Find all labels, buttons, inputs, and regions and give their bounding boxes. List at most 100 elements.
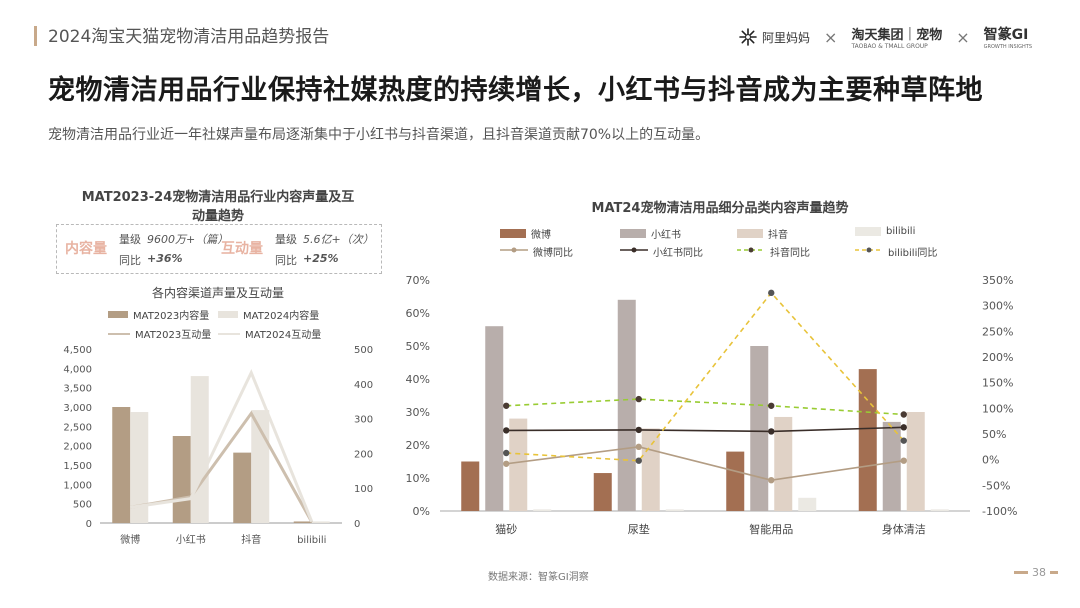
content-yoy-label: 同比: [119, 254, 141, 267]
legend-label: MAT2023互动量: [135, 330, 212, 341]
point-douyin-yoy: [900, 411, 907, 418]
point-weibo-yoy: [900, 457, 907, 464]
bar-xiaohongshu: [750, 346, 769, 511]
right-chart-left-y-tick: 30%: [406, 406, 430, 419]
legend-item-xiaohongshu: 小红书: [620, 226, 681, 241]
bar-weibo: [858, 369, 877, 511]
legend-swatch: [855, 227, 881, 236]
right-y-tick-label: 300: [354, 415, 373, 426]
bar-douyin: [641, 428, 660, 511]
right-chart-right-y-tick: 100%: [982, 402, 1013, 415]
content-yoy-value: +36%: [147, 252, 183, 265]
page-number-value: 38: [1032, 566, 1046, 579]
legend-item-mat2023-content: MAT2023内容量: [108, 307, 209, 322]
right-chart-left-y-tick: 70%: [406, 274, 430, 287]
interact-yoy-value: +25%: [303, 252, 339, 265]
bar-bilibili: [798, 497, 817, 511]
left-x-tick-label: bilibili: [297, 535, 326, 546]
content-level-label: 量级: [119, 233, 141, 246]
taotian-logo: 淘天集团 | 宠物 TAOBAO & TMALL GROUP: [851, 24, 942, 50]
right-x-tick-label: 猫砂: [495, 523, 517, 536]
top-bar: 2024淘宝天猫宠物清洁用品趋势报告 阿里妈妈 × 淘天集团 | 宠物 TAOB…: [0, 0, 1080, 60]
right-chart-right-y-tick: -50%: [982, 479, 1010, 492]
logo-separator-1: ×: [824, 27, 838, 47]
left-y-tick-label: 500: [73, 500, 92, 511]
interaction-volume-key: 互动量: [221, 241, 263, 257]
legend-label-bilibili-yoy: bilibili同比: [888, 248, 938, 259]
zhimeng-logo-subtext: GROWTH INSIGHTS: [983, 44, 1032, 50]
legend-label: MAT2023内容量: [133, 311, 210, 322]
right-chart-title: MAT24宠物清洁用品细分品类内容声量趋势: [591, 201, 849, 216]
point-xiaohongshu-yoy: [635, 426, 642, 434]
right-chart-right-y-tick: 250%: [982, 325, 1013, 338]
asterisk-logo-icon: [739, 28, 757, 46]
legend-item-mat2023-interaction: MAT2023互动量: [108, 326, 211, 341]
left-y-tick-label: 3,500: [63, 384, 92, 395]
legend-item-bilibili: bilibili: [855, 226, 915, 237]
legend-swatch: [108, 332, 130, 335]
legend-label: MAT2024互动量: [245, 330, 322, 341]
left-chart-title-line1: MAT2023-24宠物清洁用品行业内容声量及互: [81, 190, 355, 205]
line-xiaohongshu-yoy: [506, 426, 904, 433]
taotian-logo-divider: |: [907, 26, 913, 41]
bar-douyin: [774, 416, 793, 511]
right-y-tick-label: 100: [354, 484, 373, 495]
bar-bilibili: [665, 509, 684, 511]
bar-weibo: [593, 473, 612, 511]
legend-swatch: [218, 332, 240, 335]
line-bilibili-yoy: [506, 291, 905, 462]
bar-xiaohongshu: [882, 421, 901, 511]
left-y-tick-label: 3,000: [63, 403, 92, 414]
page-number-dash-right: [1050, 571, 1058, 574]
title-accent-bar: [34, 26, 37, 46]
right-chart-right-y-tick: 350%: [982, 274, 1013, 287]
legend-swatch: [620, 229, 646, 238]
legend-label: bilibili: [886, 226, 916, 237]
right-chart-left-y-tick: 60%: [406, 307, 430, 320]
left-y-tick-label: 1,500: [63, 461, 92, 472]
bar-mat2023-content: [233, 452, 252, 523]
taotian-logo-subtext: TAOBAO & TMALL GROUP: [851, 43, 928, 50]
point-bilibili-yoy: [503, 449, 510, 457]
bar-mat2024-content: [130, 412, 149, 523]
right-y-tick-label: 0: [354, 519, 360, 530]
data-source: 数据来源：智篆GI洞察: [488, 572, 589, 583]
right-x-tick-label: 尿垫: [628, 522, 650, 536]
interact-level-value: 5.6亿+（次）: [303, 233, 374, 246]
pet-logo-text: 宠物: [916, 28, 943, 43]
left-x-tick-label: 小红书: [176, 533, 206, 546]
alimama-logo-text: 阿里妈妈: [762, 30, 811, 45]
point-xiaohongshu-yoy: [503, 427, 510, 434]
right-chart-left-y-tick: 10%: [406, 472, 430, 485]
left-y-tick-label: 2,500: [63, 422, 92, 433]
right-chart-right-y-tick: -100%: [982, 505, 1017, 518]
legend-label-xiaohongshu-yoy: 小红书同比: [653, 248, 703, 259]
bar-mat2023-content: [293, 521, 312, 523]
bar-bilibili: [930, 509, 949, 511]
bar-douyin: [906, 412, 925, 511]
taotian-logo-text: 淘天集团: [851, 28, 904, 43]
zhimeng-logo: 智篆GI GROWTH INSIGHTS: [984, 24, 1032, 50]
legend-label: 抖音: [768, 230, 788, 241]
point-bilibili-yoy: [635, 457, 642, 464]
legend-swatch: [737, 229, 763, 238]
legend-swatch: [218, 311, 238, 318]
bar-xiaohongshu: [617, 299, 636, 511]
page-headline: 宠物清洁用品行业保持社媒热度的持续增长，小红书与抖音成为主要种草阵地: [48, 75, 983, 106]
point-bilibili-yoy: [900, 437, 907, 444]
left-y-tick-label: 4,000: [63, 364, 92, 375]
content-level-value: 9600万+（篇）: [147, 233, 229, 246]
legend-item-douyin: 抖音: [737, 226, 788, 241]
summary-box: 内容量 量级 9600万+（篇） 同比 +36% 互动量 量级 5.6亿+（次）…: [56, 224, 382, 274]
right-x-tick-label: 智能用品: [749, 522, 793, 536]
legend-label: MAT2024内容量: [243, 311, 320, 322]
left-y-tick-label: 2,000: [63, 442, 92, 453]
right-chart-right-y-tick: 300%: [982, 300, 1013, 313]
right-chart-right-y-tick: 50%: [982, 428, 1006, 441]
zhimeng-logo-text: 智篆GI: [983, 27, 1029, 43]
report-title: 2024淘宝天猫宠物清洁用品趋势报告: [48, 27, 330, 47]
left-y-tick-label: 4,500: [63, 345, 92, 356]
page-number: 38: [1014, 566, 1058, 579]
bar-weibo: [461, 461, 480, 511]
